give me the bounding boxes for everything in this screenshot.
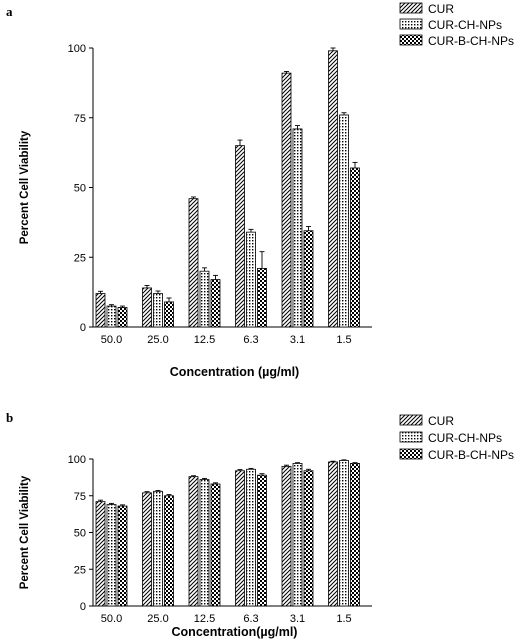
panel-a-bar-checker (257, 268, 267, 328)
panel-a-x-axis-title: Concentration (µg/ml) (170, 365, 299, 379)
panel-a-bar-checker (210, 279, 221, 328)
panel-a-y-tick-label: 0 (80, 322, 86, 334)
panel-b-bar-dots (246, 468, 256, 607)
panel-a-x-tick-label: 1.5 (336, 334, 351, 346)
panel-a-bar-diagonal (188, 198, 199, 328)
panel-a-y-tick-label: 100 (68, 43, 86, 55)
panel-b-bar-checker (164, 495, 174, 607)
panel-b-y-tick-label: 25 (74, 564, 86, 576)
panel-a-y-tick-label: 25 (74, 252, 86, 264)
panel-b-x-tick-label: 12.5 (194, 613, 215, 625)
panel-a-y-axis-title: Percent Cell Viability (19, 130, 31, 244)
panel-b-bar-dots (339, 460, 349, 607)
panel-b-x-tick-label: 1.5 (336, 613, 351, 625)
panel-a-y-tick-label: 50 (74, 183, 86, 195)
panel-b-bar-checker (117, 505, 128, 607)
panel-a-bar-diagonal (281, 72, 292, 328)
panel-a-y-tick-label: 75 (74, 113, 86, 125)
panel-a-legend-swatch-dots (399, 18, 423, 30)
panel-b-legend-swatch-diagonal (399, 414, 423, 426)
panel-b-bar-diagonal (328, 461, 338, 607)
panel-b-x-tick-label: 6.3 (243, 613, 258, 625)
panel-b-x-tick-label: 3.1 (290, 613, 305, 625)
panel-b-legend-label: CUR-B-CH-NPs (428, 448, 514, 462)
panel-a-label: a (6, 4, 13, 19)
panel-a-bar-checker (117, 307, 128, 328)
panel-b-x-axis-title: Concentration(µg/ml) (172, 625, 298, 639)
panel-a-bar-diagonal (95, 293, 106, 328)
panel-b-bar-checker (257, 474, 267, 607)
panel-b-bar-checker (210, 483, 221, 607)
panel-b-y-tick-label: 100 (68, 454, 86, 466)
panel-b-bar-checker (350, 463, 360, 607)
panel-b-bar-diagonal (188, 476, 199, 607)
panel-b-bar-dots (106, 504, 117, 607)
panel-b-legend-label: CUR (428, 414, 454, 428)
panel-a-legend-label: CUR-CH-NPs (428, 18, 502, 32)
panel-a-bar-dots (106, 305, 117, 328)
panel-b-bar-diagonal (95, 501, 106, 607)
panel-b-legend-label: CUR-CH-NPs (428, 431, 502, 445)
panel-a-x-tick-label: 50.0 (101, 334, 122, 346)
panel-a-legend-swatch-diagonal (399, 2, 423, 14)
panel-b-label: b (6, 410, 13, 425)
panel-b-bar-dots (153, 490, 163, 607)
panel-a-x-tick-label: 12.5 (194, 334, 215, 346)
panel-a-bar-diagonal (235, 145, 245, 328)
panel-a-bar-dots (153, 293, 163, 328)
panel-a-bar-checker (164, 301, 174, 328)
panel-a-legend-label: CUR (428, 2, 454, 16)
panel-a-legend-label: CUR-B-CH-NPs (428, 34, 514, 48)
panel-b-legend-swatch-checker (399, 448, 423, 460)
panel-a-x-tick-label: 6.3 (243, 334, 258, 346)
panel-a-bar-checker (350, 167, 360, 328)
panel-a-bar-dots (199, 270, 210, 328)
panel-b-bar-dots (292, 463, 303, 607)
panel-a-bar-checker (303, 230, 314, 328)
panel-b-x-tick-label: 25.0 (147, 613, 168, 625)
panel-b-legend-swatch-dots (399, 431, 423, 443)
panel-a-bar-dots (339, 114, 349, 328)
panel-a-legend-swatch-checker (399, 34, 423, 46)
panel-b-y-tick-label: 0 (80, 601, 86, 613)
panel-b-bar-diagonal (281, 465, 292, 607)
panel-b-y-axis-title: Percent Cell Viability (19, 475, 31, 589)
panel-b-bar-diagonal (142, 492, 152, 607)
panel-a-x-tick-label: 25.0 (147, 334, 168, 346)
panel-b-bar-checker (303, 470, 314, 607)
panel-a-bar-dots (292, 128, 303, 328)
panel-a-bar-diagonal (328, 50, 338, 328)
panel-a-x-tick-label: 3.1 (290, 334, 305, 346)
panel-a-bar-diagonal (142, 287, 152, 328)
panel-b-y-tick-label: 50 (74, 528, 86, 540)
panel-b-y-tick-label: 75 (74, 491, 86, 503)
panel-b-bar-diagonal (235, 470, 245, 607)
panel-b-bar-dots (199, 479, 210, 607)
panel-b-x-tick-label: 50.0 (101, 613, 122, 625)
panel-a-bar-dots (246, 231, 256, 328)
